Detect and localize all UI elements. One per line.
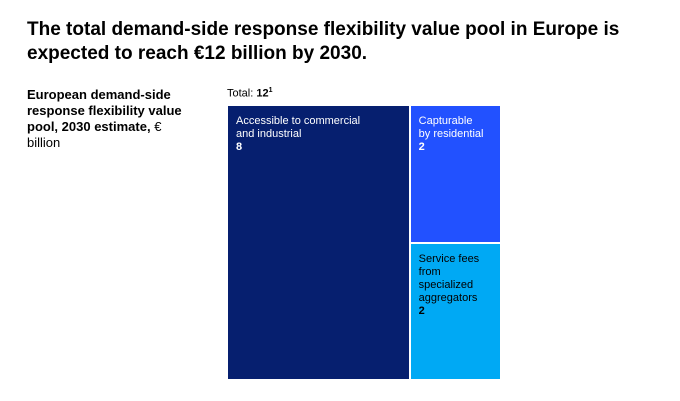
cell-value: 2 bbox=[418, 141, 425, 153]
subtitle-text: European demand-side response flexibilit… bbox=[27, 87, 182, 134]
unit-text: € billion bbox=[27, 119, 162, 150]
treemap-cell: Accessible to commercial and industrial 8 bbox=[227, 105, 410, 380]
total: Total: 121 bbox=[227, 87, 273, 100]
cell-label: Service fees from specialized aggregator… bbox=[418, 252, 480, 304]
treemap-cell: Service fees from specialized aggregator… bbox=[409, 242, 501, 380]
chart-title: The total demand-side response flexibili… bbox=[27, 19, 620, 64]
cell-value: 2 bbox=[418, 304, 425, 317]
cell-label: Accessible to commercial and industrial bbox=[236, 115, 361, 140]
cell-value: 8 bbox=[236, 141, 243, 153]
total-value: 12 bbox=[256, 87, 269, 100]
cell-label: Capturable by residential bbox=[418, 115, 484, 140]
total-label: Total: bbox=[227, 87, 254, 100]
treemap-cell: Capturable by residential 2 bbox=[409, 105, 501, 243]
chart-subtitle: European demand-side response flexibilit… bbox=[27, 87, 187, 151]
footnote-mark: 1 bbox=[268, 87, 273, 94]
